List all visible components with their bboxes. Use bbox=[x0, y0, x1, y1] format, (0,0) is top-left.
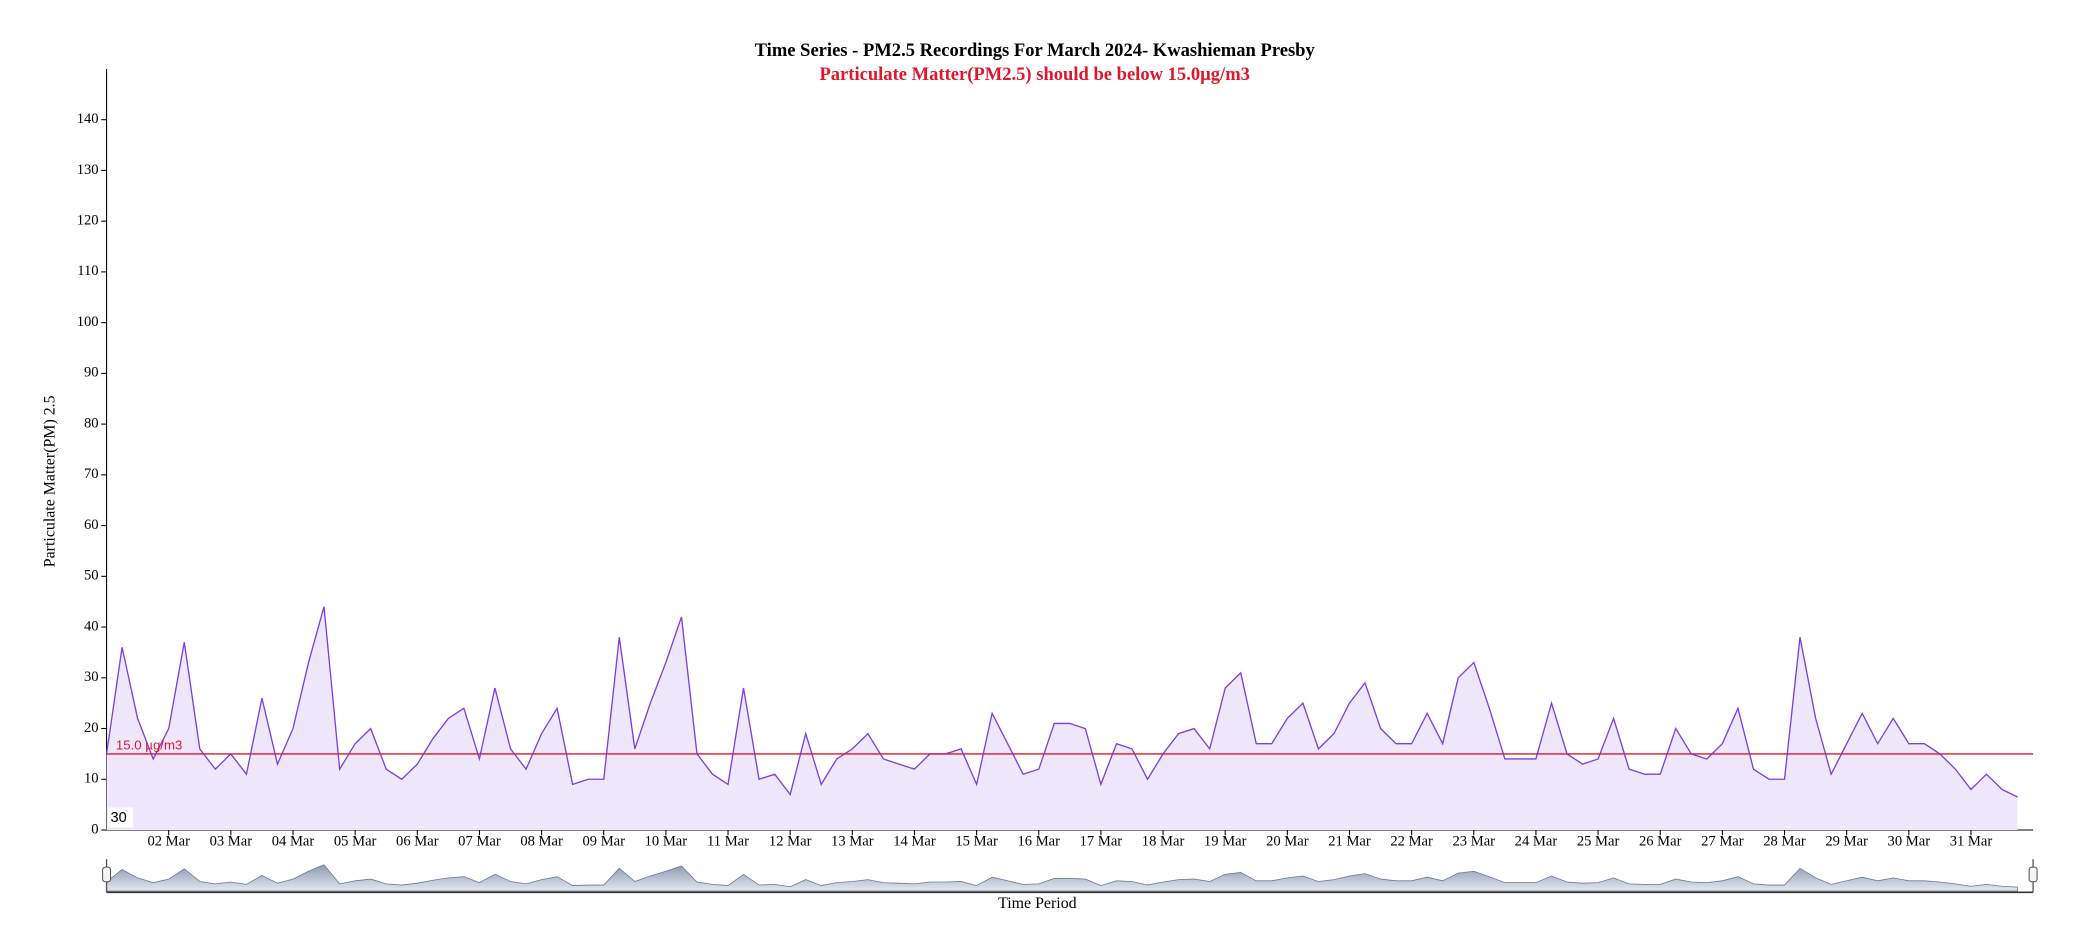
y-tick-label: 20 bbox=[84, 720, 99, 736]
navigator-handle[interactable] bbox=[102, 866, 112, 883]
y-tick-label: 80 bbox=[84, 415, 99, 431]
x-tick-label: 22 Mar bbox=[1390, 833, 1433, 849]
x-tick-label: 11 Mar bbox=[707, 833, 749, 849]
x-tick-label: 09 Mar bbox=[582, 833, 625, 849]
y-tick-label: 10 bbox=[84, 771, 99, 787]
y-tick-label: 0 bbox=[91, 821, 98, 837]
range-label: 30 bbox=[111, 810, 127, 826]
x-tick-label: 21 Mar bbox=[1328, 833, 1371, 849]
x-tick-label: 08 Mar bbox=[520, 833, 563, 849]
range-label-box bbox=[107, 807, 134, 828]
series-line bbox=[105, 606, 2018, 798]
x-tick-label: 12 Mar bbox=[769, 833, 812, 849]
x-tick-label: 18 Mar bbox=[1142, 833, 1185, 849]
x-tick-label: 10 Mar bbox=[645, 833, 688, 849]
x-tick-label: 30 Mar bbox=[1888, 833, 1931, 849]
x-tick-label: 26 Mar bbox=[1639, 833, 1682, 849]
chart-title: Time Series - PM2.5 Recordings For March… bbox=[755, 40, 1316, 61]
x-tick-label: 28 Mar bbox=[1763, 833, 1806, 849]
x-tick-label: 31 Mar bbox=[1950, 833, 1993, 849]
navigator-handle[interactable] bbox=[2028, 866, 2038, 883]
x-tick-label: 04 Mar bbox=[272, 833, 315, 849]
threshold-label: 15.0 µg/m3 bbox=[116, 737, 183, 752]
x-tick-label: 23 Mar bbox=[1453, 833, 1496, 849]
x-tick-label: 06 Mar bbox=[396, 833, 439, 849]
y-tick-label: 130 bbox=[77, 162, 99, 178]
y-tick-label: 40 bbox=[84, 618, 99, 634]
x-tick-label: 16 Mar bbox=[1018, 833, 1061, 849]
x-tick-label: 20 Mar bbox=[1266, 833, 1309, 849]
x-tick-label: 17 Mar bbox=[1080, 833, 1123, 849]
x-tick-label: 29 Mar bbox=[1825, 833, 1868, 849]
y-tick-label: 60 bbox=[84, 517, 99, 533]
y-tick-label: 50 bbox=[84, 568, 99, 584]
y-tick-label: 110 bbox=[77, 263, 98, 279]
x-tick-label: 02 Mar bbox=[147, 833, 190, 849]
x-tick-label: 14 Mar bbox=[893, 833, 936, 849]
x-tick-label: 27 Mar bbox=[1701, 833, 1744, 849]
x-tick-label: 19 Mar bbox=[1204, 833, 1247, 849]
x-tick-label: 03 Mar bbox=[210, 833, 253, 849]
y-tick-label: 30 bbox=[84, 669, 99, 685]
x-tick-label: 13 Mar bbox=[831, 833, 874, 849]
x-tick-label: 05 Mar bbox=[334, 833, 377, 849]
navigator-area bbox=[106, 864, 2018, 892]
x-tick-label: 24 Mar bbox=[1515, 833, 1558, 849]
y-tick-label: 70 bbox=[84, 466, 99, 482]
x-tick-label: 07 Mar bbox=[458, 833, 501, 849]
y-tick-label: 100 bbox=[77, 314, 99, 330]
area-fill bbox=[106, 606, 2018, 831]
chart-subtitle: Particulate Matter(PM2.5) should be belo… bbox=[819, 64, 1250, 85]
y-tick-label: 90 bbox=[84, 365, 99, 381]
y-tick-label: 120 bbox=[77, 213, 99, 229]
y-axis-label: Particulate Matter(PM) 2.5 bbox=[42, 395, 59, 567]
x-tick-label: 25 Mar bbox=[1577, 833, 1620, 849]
y-tick-label: 140 bbox=[77, 111, 99, 127]
x-axis-label: Time Period bbox=[998, 895, 1077, 912]
x-tick-label: 15 Mar bbox=[955, 833, 998, 849]
